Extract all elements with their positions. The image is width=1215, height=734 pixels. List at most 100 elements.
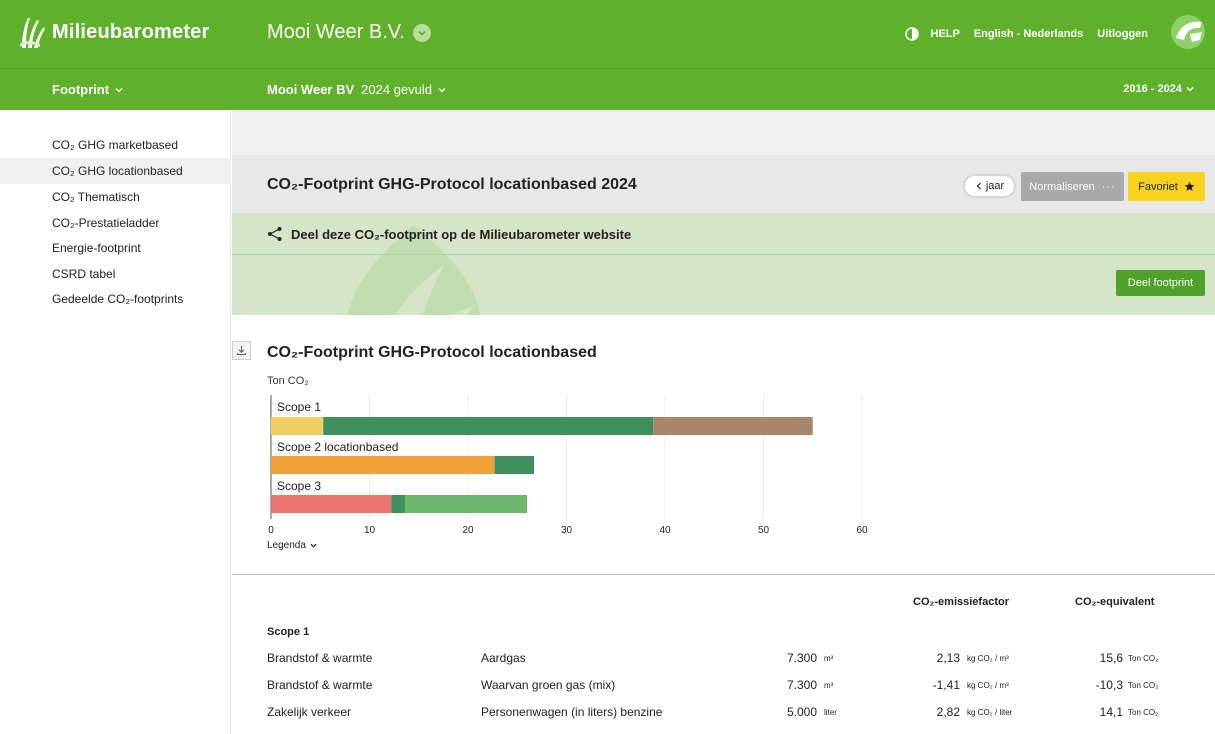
row-quantity: 7.300	[786, 678, 817, 692]
chart-title: CO₂-Footprint GHG-Protocol locationbased	[267, 344, 597, 361]
share-icon	[268, 227, 282, 241]
sidebar-item-gedeelde-footprints[interactable]: Gedeelde CO₂-footprints	[52, 292, 184, 306]
row-equivalent: 14,1	[1099, 705, 1123, 719]
x-tick-label: 50	[758, 525, 770, 536]
sidebar-item-thematisch[interactable]: CO₂ Thematisch	[52, 190, 140, 204]
row-equivalent-unit: Ton CO₂	[1128, 708, 1159, 717]
milieubarometer-logo-icon	[20, 18, 45, 48]
row-factor: 2,82	[936, 705, 960, 719]
language-switch[interactable]: English - Nederlands	[974, 28, 1083, 40]
chevron-down-icon	[115, 87, 123, 92]
lang-separator: -	[1013, 28, 1024, 40]
normalize-label: Normaliseren	[1029, 180, 1095, 193]
year-back-button[interactable]: jaar	[963, 174, 1016, 198]
leaf-watermark-icon	[347, 225, 481, 315]
row-quantity: 7.300	[786, 651, 817, 665]
bar-segment	[404, 495, 528, 513]
download-button[interactable]	[232, 341, 251, 360]
row-category: Brandstof & warmte	[267, 651, 373, 665]
organization-year-selector[interactable]: Mooi Weer BV 2024 gevuld	[267, 82, 446, 97]
lang-english[interactable]: English	[973, 28, 1014, 40]
x-tick-label: 20	[462, 525, 474, 536]
sidebar-item-prestatieladder[interactable]: CO₂-Prestatieladder	[52, 216, 160, 230]
year-range-selector[interactable]: 2016 - 2024	[1123, 83, 1194, 95]
bar-segment	[271, 456, 495, 474]
bar-segment	[494, 456, 534, 474]
sidebar-item-ghg-locationbased[interactable]: CO₂ GHG locationbased	[0, 158, 231, 184]
row-factor-unit: kg CO₂ / m³	[967, 681, 1009, 690]
row-equivalent: -10,3	[1095, 678, 1123, 692]
logout-link[interactable]: Uitloggen	[1097, 28, 1148, 40]
share-prompt-text: Deel deze CO₂-footprint op de Milieubaro…	[291, 226, 632, 242]
row-subcategory: Personenwagen (in liters) benzine	[481, 705, 663, 719]
contrast-icon[interactable]	[904, 27, 919, 41]
bar-segment	[653, 417, 813, 435]
x-tick-label: 0	[268, 525, 274, 536]
bar-segment	[271, 417, 324, 435]
x-tick-label: 60	[856, 525, 868, 536]
bar-segment	[391, 495, 405, 513]
top-header: Milieubarometer Mooi Weer B.V. HELP Engl…	[0, 0, 1215, 68]
footprint-menu-label: Footprint	[52, 82, 110, 97]
legend-toggle-label: Legenda	[267, 540, 306, 551]
col-header-emission-factor: CO₂-emissiefactor	[913, 596, 1009, 608]
sidebar-item-ghg-marketbased[interactable]: CO₂ GHG marketbased	[52, 138, 179, 152]
main-top-spacer	[232, 110, 1215, 155]
sidebar: CO₂ GHG marketbased CO₂ GHG locationbase…	[0, 110, 231, 734]
row-quantity: 5.000	[786, 705, 817, 719]
year-range-label: 2016 - 2024	[1123, 83, 1182, 95]
row-category: Zakelijk verkeer	[267, 705, 352, 719]
table-row: Brandstof & warmte Aardgas 7.300 m³ 2,13…	[267, 651, 1207, 671]
sub-header: Footprint Mooi Weer BV 2024 gevuld 2016 …	[0, 68, 1215, 110]
page-title: CO₂-Footprint GHG-Protocol locationbased…	[267, 176, 637, 193]
section-divider	[232, 574, 1215, 575]
sidebar-item-csrd-tabel[interactable]: CSRD tabel	[52, 267, 116, 281]
category-label: Scope 3	[277, 479, 321, 493]
org-status: 2024 gevuld	[361, 82, 433, 97]
chevron-down-icon	[438, 87, 446, 92]
brand-name: Milieubarometer	[52, 20, 210, 43]
row-factor-unit: kg CO₂ / liter	[967, 708, 1013, 717]
x-tick-label: 40	[659, 525, 671, 536]
share-divider	[232, 254, 1215, 255]
row-subcategory: Waarvan groen gas (mix)	[481, 678, 616, 692]
top-links: HELP English - Nederlands Uitloggen	[904, 27, 1163, 41]
chevron-down-icon	[310, 543, 317, 548]
normalize-button[interactable]: Normaliseren ···	[1021, 172, 1124, 201]
lang-nederlands[interactable]: Nederlands	[1023, 28, 1084, 40]
legend-toggle[interactable]: Legenda	[267, 540, 317, 551]
scope-bar-chart: Scope 1 Scope 2 locationbased Scope 3 0 10 20…	[268, 395, 868, 536]
star-icon	[1184, 181, 1195, 191]
row-unit: m³	[824, 681, 834, 690]
row-category: Brandstof & warmte	[267, 678, 373, 692]
sidebar-item-energie-footprint[interactable]: Energie-footprint	[52, 241, 141, 255]
chevron-down-icon	[1186, 87, 1194, 92]
row-equivalent-unit: Ton CO₂	[1128, 681, 1159, 690]
share-band	[232, 213, 1215, 315]
favorite-button[interactable]: Favoriet	[1128, 172, 1205, 201]
footprint-menu[interactable]: Footprint	[52, 82, 123, 97]
partner-logo-icon	[1171, 15, 1205, 49]
x-tick-label: 10	[364, 525, 376, 536]
row-unit: liter	[824, 708, 837, 717]
share-footprint-button[interactable]: Deel footprint	[1116, 270, 1205, 296]
chart-unit-label: Ton CO₂	[267, 375, 309, 387]
row-factor-unit: kg CO₂ / m³	[967, 654, 1009, 663]
company-name: Mooi Weer B.V.	[267, 21, 405, 43]
favorite-label: Favoriet	[1138, 180, 1178, 193]
category-label: Scope 2 locationbased	[277, 440, 398, 454]
row-equivalent: 15,6	[1099, 651, 1123, 665]
brand-logo[interactable]: Milieubarometer	[18, 14, 209, 50]
bar-segment	[323, 417, 654, 435]
row-unit: m³	[824, 654, 834, 663]
table-row: Zakelijk verkeer Personenwagen (in liter…	[267, 705, 1207, 725]
bar-segment	[271, 495, 392, 513]
help-link[interactable]: HELP	[930, 28, 960, 40]
more-dots-icon: ···	[1101, 180, 1116, 193]
col-header-co2-equivalent: CO₂-equivalent	[1075, 596, 1155, 608]
row-factor: 2,13	[936, 651, 960, 665]
company-selector[interactable]: Mooi Weer B.V.	[267, 21, 431, 44]
chevron-down-icon	[412, 23, 431, 42]
row-subcategory: Aardgas	[481, 651, 526, 665]
table-row: Brandstof & warmte Waarvan groen gas (mi…	[267, 678, 1207, 698]
